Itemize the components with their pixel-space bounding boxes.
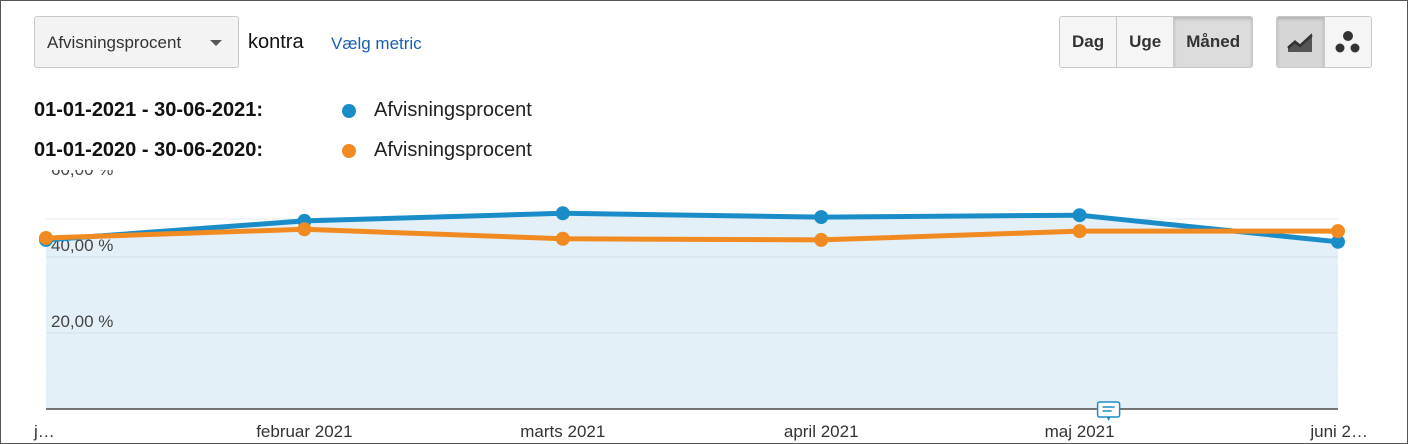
data-point [1331, 234, 1345, 249]
metric-dropdown[interactable]: Afvisningsprocent [34, 16, 239, 68]
series-line-0 [45, 210, 1339, 245]
x-tick-label: juni 2… [1309, 422, 1368, 441]
legend-dot-orange [342, 144, 356, 158]
legend-metric-name: Afvisningsprocent [374, 99, 532, 121]
x-tick-label: marts 2021 [520, 422, 605, 441]
series-area [46, 213, 1338, 409]
data-point [1072, 224, 1087, 239]
period-toggle: Dag Uge Måned [1059, 16, 1254, 68]
series-line-1 [45, 226, 1338, 243]
data-point [39, 231, 53, 245]
line-chart-button[interactable] [1277, 17, 1325, 67]
x-tick-label: februar 2021 [256, 422, 352, 441]
x-tick-label: j… [33, 422, 55, 441]
y-tick-label: 60,00 % [51, 170, 113, 179]
chevron-down-icon [210, 40, 222, 46]
data-point [555, 231, 570, 246]
y-tick-label: 20,00 % [51, 312, 113, 331]
select-metric-link[interactable]: Vælg metric [331, 34, 422, 53]
data-point [814, 210, 829, 225]
line-chart: 20,00 %40,00 %60,00 %j…februar 2021marts… [33, 170, 1368, 441]
versus-label: kontra [248, 31, 304, 53]
legend-dot-blue [342, 104, 356, 118]
data-point [555, 206, 570, 221]
annotation-icon[interactable] [1096, 401, 1121, 421]
data-point [1072, 208, 1087, 223]
x-tick-label: maj 2021 [1045, 422, 1115, 441]
legend-date-range: 01-01-2020 - 30-06-2020: [34, 139, 264, 161]
line-chart-icon [1287, 33, 1314, 52]
bubble-chart-button[interactable] [1324, 17, 1371, 67]
legend-date-range: 01-01-2021 - 30-06-2021: [34, 99, 264, 121]
legend-metric-name: Afvisningsprocent [374, 139, 532, 161]
period-week-button[interactable]: Uge [1117, 17, 1175, 67]
data-point [297, 222, 312, 237]
metric-dropdown-label: Afvisningsprocent [47, 33, 182, 52]
data-point [1331, 224, 1345, 239]
chart-type-toggle [1276, 16, 1372, 68]
period-day-button[interactable]: Dag [1060, 17, 1118, 67]
x-tick-label: april 2021 [784, 422, 859, 441]
bubble-chart-icon [1335, 31, 1360, 53]
data-point [814, 232, 829, 247]
period-month-button[interactable]: Måned [1174, 17, 1253, 67]
